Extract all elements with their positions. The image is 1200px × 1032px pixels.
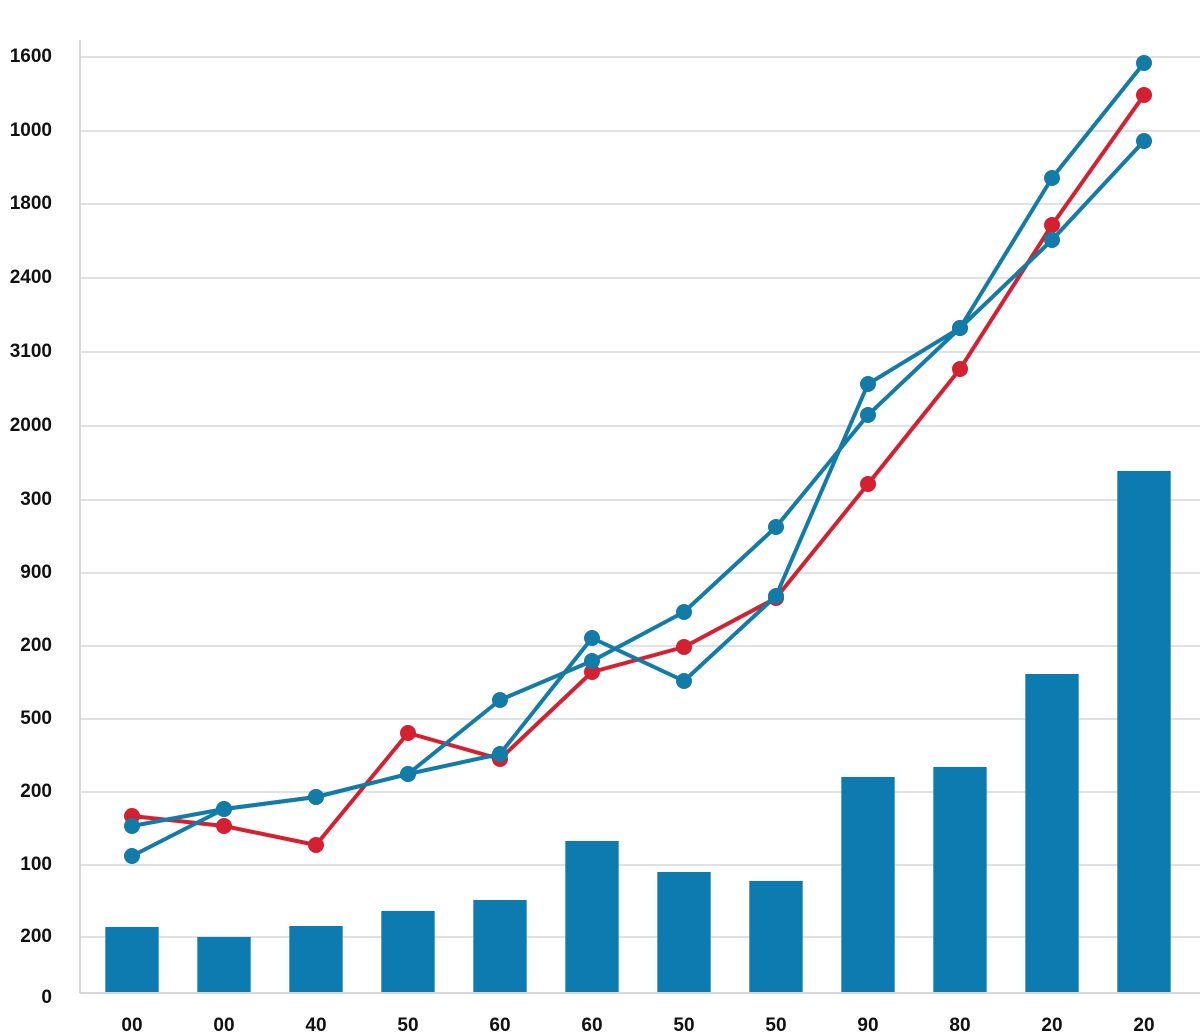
point bbox=[584, 664, 600, 680]
y-tick-label: 100 bbox=[20, 854, 52, 875]
point bbox=[860, 476, 876, 492]
bar bbox=[473, 900, 527, 992]
bar bbox=[841, 777, 895, 992]
point bbox=[860, 376, 876, 392]
bar bbox=[105, 927, 159, 992]
x-tick-label: 00 bbox=[213, 1015, 234, 1032]
point bbox=[492, 746, 508, 762]
y-tick-label: 300 bbox=[20, 489, 52, 510]
y-tick-label: 200 bbox=[20, 635, 52, 656]
bar bbox=[1117, 471, 1171, 992]
point bbox=[584, 653, 600, 669]
y-tick-label: 500 bbox=[20, 708, 52, 729]
point bbox=[676, 673, 692, 689]
bar bbox=[289, 926, 343, 992]
line bbox=[131, 93, 1146, 847]
point bbox=[308, 789, 324, 805]
line bbox=[131, 61, 1146, 828]
point bbox=[216, 818, 232, 834]
x-tick-label: 50 bbox=[397, 1015, 418, 1032]
point bbox=[492, 692, 508, 708]
bar bbox=[1025, 674, 1079, 992]
point bbox=[952, 361, 968, 377]
point bbox=[1136, 133, 1152, 149]
point bbox=[1044, 232, 1060, 248]
bar bbox=[381, 911, 435, 992]
y-tick-label: 200 bbox=[20, 926, 52, 947]
y-tick-label: 200 bbox=[20, 781, 52, 802]
x-tick-label: 50 bbox=[765, 1015, 786, 1032]
line bbox=[131, 139, 1146, 858]
y-tick-label: 0 bbox=[41, 987, 52, 1008]
point bbox=[308, 837, 324, 853]
x-tick-label: 90 bbox=[857, 1015, 878, 1032]
x-tick-label: 20 bbox=[1041, 1015, 1062, 1032]
point bbox=[1136, 55, 1152, 71]
point bbox=[400, 725, 416, 741]
point bbox=[216, 801, 232, 817]
y-tick-label: 2000 bbox=[10, 415, 52, 436]
bar bbox=[197, 937, 251, 992]
y-tick-label: 1800 bbox=[10, 193, 52, 214]
point bbox=[676, 604, 692, 620]
x-tick-label: 80 bbox=[949, 1015, 970, 1032]
x-tick-label: 20 bbox=[1133, 1015, 1154, 1032]
point bbox=[1044, 170, 1060, 186]
bar bbox=[933, 767, 987, 992]
bar bbox=[749, 881, 803, 992]
x-tick-label: 50 bbox=[673, 1015, 694, 1032]
point bbox=[1044, 217, 1060, 233]
bar bbox=[565, 841, 619, 992]
x-tick-label: 00 bbox=[121, 1015, 142, 1032]
point bbox=[400, 766, 416, 782]
bar bbox=[657, 872, 711, 992]
point bbox=[124, 848, 140, 864]
point bbox=[676, 639, 692, 655]
point bbox=[952, 320, 968, 336]
y-tick-label: 1600 bbox=[10, 46, 52, 67]
point bbox=[768, 588, 784, 604]
point bbox=[768, 519, 784, 535]
y-tick-label: 3100 bbox=[10, 341, 52, 362]
y-tick-label: 1000 bbox=[10, 120, 52, 141]
y-tick-label: 2400 bbox=[10, 267, 52, 288]
point bbox=[860, 407, 876, 423]
x-tick-label: 60 bbox=[489, 1015, 510, 1032]
point bbox=[584, 630, 600, 646]
y-tick-label: 900 bbox=[20, 562, 52, 583]
point bbox=[1136, 87, 1152, 103]
point bbox=[124, 818, 140, 834]
x-tick-label: 40 bbox=[305, 1015, 326, 1032]
x-tick-label: 60 bbox=[581, 1015, 602, 1032]
